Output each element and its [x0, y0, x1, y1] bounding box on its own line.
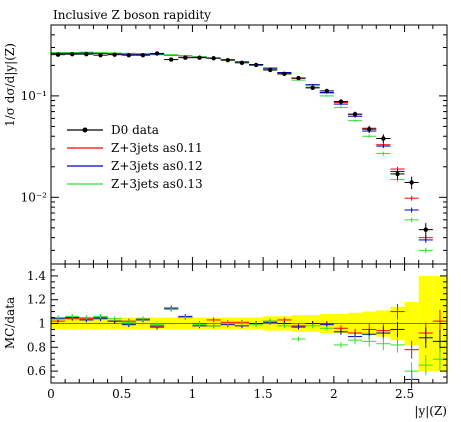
data-point: [367, 126, 372, 132]
y-tick-label: 1.4: [27, 269, 46, 283]
data-point: [296, 75, 301, 81]
x-tick-label: 0.5: [112, 387, 131, 401]
y-tick-label: 1.2: [27, 293, 46, 307]
legend-label: Z+3jets as0.13: [111, 177, 203, 191]
x-tick-label: 1.5: [254, 387, 273, 401]
legend-label: D0 data: [111, 123, 159, 137]
data-point: [338, 99, 344, 104]
data-point: [126, 52, 131, 58]
data-point: [324, 88, 329, 94]
y-tick-label: 1: [38, 317, 46, 331]
ratio-y-axis-label: MC/data: [3, 297, 17, 349]
ratio-panel: 0 0.5 1 1.5 2 2.5 0.6 0.8 1 1.2 1.4: [27, 25, 448, 401]
data-point: [225, 57, 230, 63]
chart-title: Inclusive Z boson rapidity: [53, 8, 211, 22]
legend: D0 data Z+3jets as0.11 Z+3jets as0.12 Z+3je…: [67, 123, 203, 191]
data-point: [98, 52, 103, 58]
data-point: [352, 111, 358, 117]
data-point: [409, 180, 414, 185]
x-tick-label: 2: [330, 387, 338, 401]
data-point: [381, 136, 386, 141]
x-tick-label: 0: [47, 387, 55, 401]
data-point: [282, 71, 287, 77]
legend-label: Z+3jets as0.11: [111, 141, 203, 155]
x-axis-label: |y|(Z): [414, 404, 447, 418]
main-panel: 10⁻¹ 10⁻²: [21, 24, 448, 265]
data-point: [84, 51, 89, 57]
data-point: [211, 56, 216, 61]
data-point: [140, 52, 146, 58]
data-point: [55, 52, 61, 57]
y-tick-label: 0.8: [27, 340, 46, 354]
data-point: [268, 67, 273, 73]
data-point: [253, 62, 259, 68]
y-tick-label: 10⁻¹: [21, 89, 47, 103]
legend-label: Z+3jets as0.12: [111, 159, 203, 173]
data-point: [112, 52, 117, 57]
x-tick-label: 2.5: [395, 387, 414, 401]
data-point: [423, 227, 428, 232]
data-point: [154, 51, 160, 56]
main-y-axis-label: 1/σ dσ/d|y|(Z): [3, 43, 17, 127]
data-point: [70, 51, 75, 57]
data-point: [197, 55, 202, 60]
data-point: [395, 171, 400, 177]
data-point: [169, 57, 174, 62]
legend-marker: [82, 127, 88, 133]
y-tick-label: 10⁻²: [21, 190, 48, 204]
y-tick-label: 0.6: [27, 364, 46, 378]
x-tick-label: 1: [189, 387, 197, 401]
data-point: [239, 60, 245, 65]
data-point: [310, 85, 315, 91]
data-point: [183, 55, 188, 60]
